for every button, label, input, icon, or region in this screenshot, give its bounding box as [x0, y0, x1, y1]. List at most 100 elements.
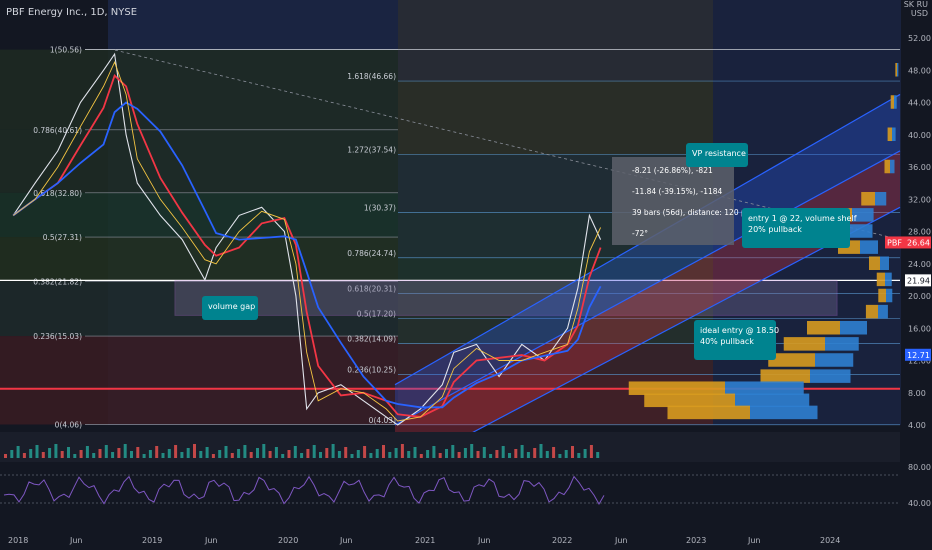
price-label-0: PBF	[887, 238, 902, 247]
entry1-callout-text-0: entry 1 @ 22, volume shelf	[748, 214, 857, 223]
volume-bar	[432, 446, 436, 458]
volume-bar	[489, 454, 493, 458]
fib-ext-band-0	[398, 81, 713, 155]
entry1-callout: entry 1 @ 22, volume shelf 20% pullback	[742, 208, 857, 248]
volume-bar	[369, 453, 373, 458]
volume-bar	[256, 448, 259, 458]
price-tick-4: 36.00	[908, 163, 931, 172]
time-tick-7: Jun	[477, 536, 491, 545]
vp-bar-orange-11	[865, 304, 878, 319]
volume-bar	[16, 446, 20, 458]
volume-bar	[451, 445, 455, 458]
volume-bar	[104, 445, 108, 458]
fib-right-label-2: 1(30.37)	[364, 203, 396, 212]
volume-bar	[186, 448, 190, 458]
vp-bar-blue-1	[894, 95, 897, 109]
volume-bar	[495, 450, 499, 458]
fib-right-label-7: 0.236(10.25)	[347, 366, 396, 375]
vp-bar-blue-9	[885, 272, 892, 287]
vp-bar-blue-10	[886, 288, 893, 303]
volume-bar	[356, 450, 360, 458]
rsi-tick-1: 40.00	[908, 499, 931, 508]
vp-bar-blue-5	[852, 208, 874, 222]
price-label-1: 26.64	[907, 238, 930, 247]
price-tick-3: 40.00	[908, 131, 931, 140]
fib-ext-band-3	[398, 257, 713, 294]
volume-bar	[413, 447, 417, 458]
fib-left-label-1: 0.786(40.61)	[33, 126, 82, 135]
time-tick-5: Jun	[339, 536, 353, 545]
vp-bar-blue-17	[735, 393, 810, 408]
volume-bar	[167, 449, 171, 458]
volume-bar	[218, 450, 222, 458]
measure-box-bg	[612, 157, 734, 245]
vp-bar-blue-4	[875, 191, 887, 206]
price-tick-8: 20.00	[908, 292, 931, 301]
price-label-bg-2	[905, 274, 931, 287]
measure-line-2: 39 bars (56d), distance: 120 px	[632, 208, 751, 217]
currency-top: SK RU	[903, 0, 928, 9]
vp-bar-blue-13	[825, 337, 859, 351]
channel-line-1	[394, 150, 901, 426]
volume-bar	[388, 452, 392, 458]
volume-bar	[155, 446, 159, 458]
volume-bar	[312, 445, 316, 458]
time-tick-9: Jun	[614, 536, 628, 545]
volume-pane	[0, 432, 900, 462]
volume-bar	[350, 454, 354, 458]
vp-resistance-callout-text-0: VP resistance	[692, 149, 746, 158]
ma-red	[12, 73, 602, 418]
volume-gap-callout-text-0: volume gap	[208, 302, 255, 311]
time-tick-0: 2018	[8, 536, 28, 545]
price-tick-0: 52.00	[908, 34, 931, 43]
volume-bar	[130, 451, 133, 458]
volume-bar	[123, 444, 127, 458]
vp-bar-orange-15	[760, 369, 810, 383]
vp-bar-blue-2	[892, 127, 896, 142]
ideal-entry-callout: ideal entry @ 18.50 40% pullback	[694, 320, 779, 360]
time-tick-6: 2021	[415, 536, 435, 545]
volume-bar	[98, 449, 102, 458]
entry1-callout-bg	[742, 208, 850, 248]
price-tick-9: 16.00	[908, 324, 931, 333]
vp-bar-blue-3	[890, 159, 895, 174]
volume-bar	[325, 448, 329, 458]
volume-bar	[79, 450, 83, 458]
vp-bar-blue-14	[815, 353, 854, 367]
volume-bar	[476, 451, 480, 458]
fib-band-0	[0, 49, 398, 130]
fib-right-label-3: 0.786(24.74)	[347, 249, 396, 258]
volume-bar	[243, 445, 247, 458]
fib-band-1	[0, 129, 398, 193]
ideal-entry-callout-text-0: ideal entry @ 18.50	[700, 326, 779, 335]
fib-right-label-6: 0.382(14.09)	[347, 335, 396, 344]
volume-bar	[394, 448, 398, 458]
vp-bar-blue-7	[860, 240, 878, 254]
fib-right-label-1: 1.272(37.54)	[347, 146, 396, 155]
volume-bar	[211, 454, 215, 458]
entry1-callout-text-1: 20% pullback	[748, 225, 802, 234]
volume-bar	[293, 446, 297, 458]
channel-line-2	[394, 206, 901, 474]
price-tick-5: 32.00	[908, 195, 931, 204]
fib-left-label-5: 0.236(15.03)	[33, 332, 82, 341]
volume-bar	[174, 445, 178, 458]
volume-bar	[224, 446, 228, 458]
volume-bar	[237, 449, 241, 458]
volume-bar	[67, 447, 70, 458]
vp-bar-blue-0	[897, 62, 899, 77]
currency-label: SK RU USD	[904, 0, 928, 18]
volume-bar	[438, 453, 442, 458]
vp-bar-blue-11	[878, 304, 888, 319]
volume-bar	[193, 444, 196, 458]
volume-bar	[552, 447, 556, 458]
volume-bar	[558, 454, 562, 458]
volume-gap-callout: volume gap	[202, 296, 258, 320]
fib-left-label-4: 0.382(21.82)	[33, 277, 82, 286]
volume-bar	[306, 449, 310, 458]
time-tick-10: 2023	[686, 536, 706, 545]
volume-bar	[589, 445, 593, 458]
vp-bar-orange-9	[876, 272, 885, 287]
volume-bar	[249, 452, 253, 458]
